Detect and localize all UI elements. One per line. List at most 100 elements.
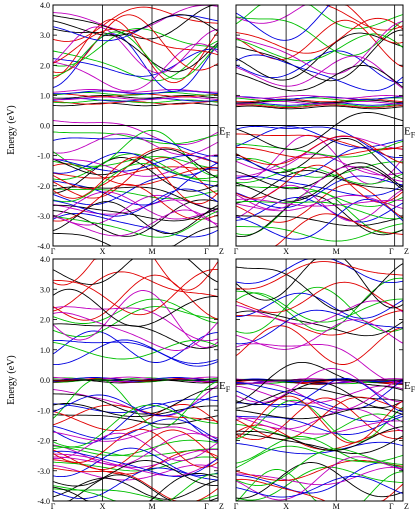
band-line: [235, 158, 404, 178]
band-line: [52, 48, 219, 77]
band-line: [235, 126, 404, 148]
bands-top-right: [235, 4, 404, 247]
band-line: [235, 361, 404, 404]
band-line: [52, 298, 219, 324]
band-line: [52, 268, 218, 316]
band-line: [52, 271, 219, 312]
panel-bottom-left: 4.03.02.01.00.0-1.0-2.0-3.0-4.0Γ X M Γ ZEF: [37, 255, 230, 511]
band-line: [235, 406, 404, 420]
y-tick-label: -1.0: [37, 406, 50, 415]
band-line: [52, 226, 219, 247]
band-line: [235, 65, 404, 92]
y-tick-label: 2.0: [40, 61, 50, 70]
band-line: [52, 14, 219, 42]
band-line: [235, 147, 404, 178]
band-line: [235, 184, 404, 222]
band-line: [235, 385, 404, 404]
band-line: [235, 4, 404, 24]
band-line: [235, 426, 404, 451]
band-line: [235, 153, 404, 177]
band-line: [235, 17, 404, 54]
band-line: [235, 105, 404, 110]
band-line: [52, 402, 219, 418]
band-line: [52, 95, 219, 99]
panel-bottom-right: Γ X M Γ Z EF: [234, 258, 415, 511]
band-line: [236, 4, 404, 31]
band-line: [52, 188, 219, 217]
band-line: [235, 402, 404, 422]
band-line: [52, 43, 219, 92]
band-line: [52, 378, 219, 429]
band-line: [52, 387, 219, 415]
band-line: [53, 339, 219, 366]
band-line: [235, 215, 404, 227]
band-line: [235, 263, 404, 312]
band-line: [236, 309, 404, 336]
band-line: [52, 210, 219, 238]
y-tick-label: 4.0: [40, 255, 50, 264]
band-line: [235, 417, 404, 435]
band-line: [235, 201, 404, 220]
band-line: [52, 14, 219, 37]
y-tick-label: -3.0: [37, 212, 50, 221]
x-tick-label: Z: [404, 247, 409, 256]
band-line: [235, 415, 404, 435]
y-tick-label: -1.0: [37, 152, 50, 161]
band-line: [52, 137, 218, 157]
band-line: [52, 90, 219, 95]
band-line: [235, 99, 404, 104]
band-line: [52, 306, 219, 338]
y-tick-label: 0.0: [40, 122, 50, 131]
panel-top-left: 4.03.02.01.00.0-1.0-2.0-3.0-4.0Γ X M Γ ZEF: [37, 1, 230, 256]
band-line: [235, 413, 404, 440]
x-tick-label: X: [283, 247, 289, 256]
x-tick-label: Γ: [389, 247, 394, 256]
band-line: [235, 462, 404, 499]
band-line: [52, 414, 219, 425]
band-line: [235, 433, 404, 455]
band-line: [235, 377, 404, 413]
band-line: [235, 104, 404, 109]
band-line: [235, 475, 404, 498]
x-tick-label: M: [333, 247, 340, 256]
band-line: [52, 204, 219, 222]
x-tick-label: M: [148, 502, 155, 511]
band-line: [235, 436, 404, 464]
band-line: [53, 449, 219, 468]
y-axis-label-bottom: Energy (eV): [6, 355, 17, 405]
x-tick-label: Z: [219, 247, 224, 256]
band-line: [235, 135, 404, 166]
band-line: [52, 4, 219, 32]
band-line: [235, 379, 404, 410]
band-line: [235, 16, 404, 57]
band-line: [235, 170, 404, 204]
band-line: [52, 209, 219, 237]
band-line: [235, 33, 404, 62]
band-line: [235, 125, 404, 159]
panels-group: 4.03.02.01.00.0-1.0-2.0-3.0-4.0Γ X M Γ ZEF Γ X…: [37, 1, 415, 511]
band-line: [52, 274, 219, 321]
band-line: [235, 176, 404, 197]
x-tick-label: M: [333, 502, 340, 511]
band-line: [235, 50, 404, 84]
band-line: [235, 198, 404, 240]
band-line: [52, 129, 219, 176]
band-line: [235, 197, 404, 223]
band-line: [235, 310, 404, 337]
band-line: [52, 148, 219, 179]
x-tick-label: X: [100, 247, 106, 256]
band-line: [235, 29, 404, 82]
band-line: [52, 446, 219, 457]
band-line: [235, 198, 404, 207]
band-line: [53, 339, 219, 367]
band-line: [235, 286, 404, 334]
band-line: [235, 466, 404, 501]
band-line: [235, 261, 404, 290]
band-line: [235, 137, 404, 180]
band-line: [52, 120, 219, 146]
x-tick-label: X: [283, 502, 289, 511]
band-line: [52, 312, 219, 351]
band-line: [52, 153, 219, 181]
band-line: [52, 460, 218, 487]
